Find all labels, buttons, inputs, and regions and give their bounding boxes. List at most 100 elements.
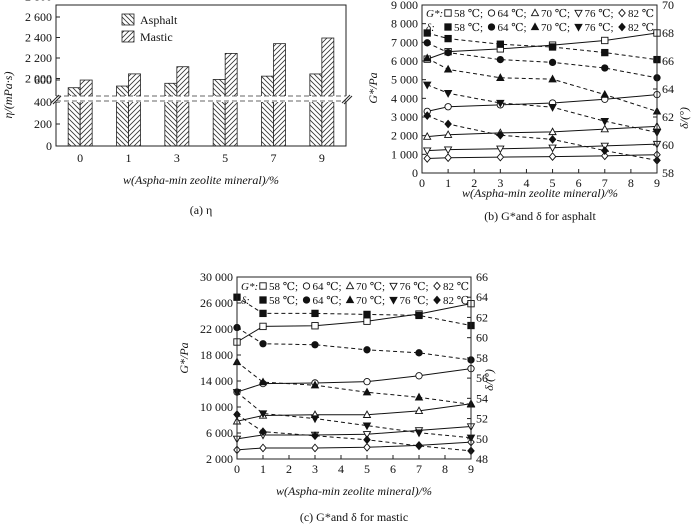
legend-label-d: 70 ℃; — [541, 22, 570, 34]
x-tick-label: 3 — [312, 462, 318, 476]
marker-g-star-58C — [259, 322, 267, 331]
legend-marker-d — [444, 23, 452, 31]
bar-asphalt-3 — [164, 82, 178, 147]
marker-delta-64C — [415, 349, 423, 357]
panel-c-y2-axis-label: δ/(°) — [482, 369, 496, 391]
legend-swatch-asphalt — [121, 13, 135, 26]
y-tick-label: 2 200 — [25, 51, 52, 65]
legend-prefix-d: δ: — [426, 22, 435, 34]
y-tick-label: 200 — [34, 117, 52, 131]
panel-c-plot-frame — [236, 276, 472, 460]
panel-b-y-axis-label: G*/Pa — [366, 72, 380, 103]
legend-label-g: 76 ℃; — [585, 8, 614, 20]
legend-label-d: 64 ℃; — [498, 22, 527, 34]
legend-label-d: 82 ℃ — [628, 22, 654, 34]
line-g-star-58C — [236, 303, 472, 343]
panel-b-x-axis-label: w(Aspha-min zeolite mineral)/% — [462, 186, 618, 200]
line-delta-58C — [236, 296, 472, 327]
marker-g-star-82C — [496, 152, 505, 162]
x-tick-label: 5 — [550, 176, 556, 190]
legend-label-d: 70 ℃; — [356, 295, 385, 307]
marker-g-star-76C — [548, 144, 557, 153]
legend-marker-g — [444, 9, 452, 17]
bar-mastic-1 — [128, 73, 141, 147]
y-tick-label: 6 000 — [206, 426, 233, 440]
marker-g-star-58C — [363, 317, 371, 325]
panel-b-plot-frame — [421, 4, 658, 174]
line-delta-82C — [236, 414, 472, 452]
y-tick-label: 14 000 — [200, 374, 233, 388]
line-g-star-64C — [427, 94, 658, 112]
marker-g-star-76C — [443, 146, 453, 155]
y-tick-label: 6 000 — [391, 54, 418, 68]
x-tick-label: 3 — [174, 151, 180, 165]
x-tick-label: 6 — [390, 462, 396, 476]
y2-tick-label: 64 — [662, 82, 674, 96]
panel-a-axis-break — [50, 94, 353, 105]
marker-delta-82C — [496, 130, 505, 140]
x-tick-label: 7 — [271, 151, 277, 165]
y-tick-label: 0 — [412, 166, 418, 180]
x-tick-label: 0 — [234, 462, 240, 476]
bar-asphalt-1 — [116, 85, 129, 147]
legend-marker-g — [530, 8, 540, 17]
panel-b-series — [422, 29, 662, 165]
y-tick-label: 2 400 — [25, 31, 52, 45]
marker-delta-64C — [444, 48, 452, 57]
line-delta-70C — [236, 361, 472, 405]
y2-tick-label: 52 — [476, 412, 488, 426]
legend-marker-d — [618, 22, 626, 32]
line-delta-76C — [236, 391, 472, 439]
y2-tick-label: 56 — [476, 371, 488, 385]
y-tick-label: 26 000 — [200, 296, 233, 310]
marker-delta-58C — [415, 311, 423, 320]
marker-delta-64C — [496, 55, 504, 64]
marker-delta-70C — [496, 73, 505, 81]
panel-c-caption: (c) G*and δ for mastic — [300, 510, 408, 524]
x-tick-label: 1 — [260, 462, 266, 476]
legend-marker-g — [574, 9, 583, 18]
x-tick-label: 8 — [628, 176, 634, 190]
panel-c-series — [232, 293, 476, 456]
panel-b-ticks: 0 1 2 3 4 5 6 7 8 9 0 1 000 2 000 3 000 4 000 5 000 6 00… — [391, 0, 674, 190]
panel-a-legend: Asphalt Mastic — [121, 13, 178, 44]
y-tick-label: 2 000 — [25, 72, 52, 86]
y2-tick-label: 68 — [662, 26, 674, 40]
marker-g-star-82C — [423, 154, 432, 163]
marker-g-star-82C — [548, 152, 557, 161]
legend-prefix-g: G*: — [241, 281, 258, 293]
legend-marker-d — [433, 295, 441, 305]
x-tick-label: 8 — [442, 462, 448, 476]
x-tick-label: 4 — [523, 176, 529, 190]
line-g-star-82C — [427, 154, 658, 159]
line-g-star-82C — [236, 441, 472, 451]
marker-g-star-70C — [422, 131, 432, 140]
marker-delta-70C — [600, 89, 610, 98]
marker-delta-76C — [310, 415, 320, 424]
y-tick-label: 8 000 — [391, 17, 418, 31]
line-g-star-64C — [236, 368, 472, 393]
legend-label-g: 64 ℃; — [313, 281, 342, 293]
marker-delta-82C — [363, 435, 371, 445]
legend-marker-g — [389, 282, 398, 291]
y-tick-label: 30 000 — [200, 270, 233, 284]
x-tick-label: 5 — [364, 462, 370, 476]
legend-label-g: 76 ℃; — [400, 281, 429, 293]
legend-swatch-mastic — [121, 30, 135, 43]
marker-delta-82C — [311, 431, 319, 441]
x-tick-label: 6 — [576, 176, 582, 190]
legend-marker-g — [487, 9, 496, 17]
line-g-star-76C — [427, 143, 658, 152]
y-tick-label: 5 000 — [391, 73, 418, 87]
y2-tick-label: 60 — [662, 138, 674, 152]
marker-delta-82C — [444, 119, 452, 129]
line-delta-58C — [427, 32, 658, 61]
bar-asphalt-5 — [212, 79, 226, 147]
x-tick-label: 0 — [77, 151, 83, 165]
marker-delta-82C — [259, 427, 267, 437]
panel-a-caption: (a) η — [190, 203, 213, 217]
marker-g-star-70C — [548, 127, 557, 136]
y-tick-label: 10 000 — [200, 400, 233, 414]
marker-g-star-58C — [311, 322, 319, 330]
marker-delta-76C — [258, 410, 268, 419]
